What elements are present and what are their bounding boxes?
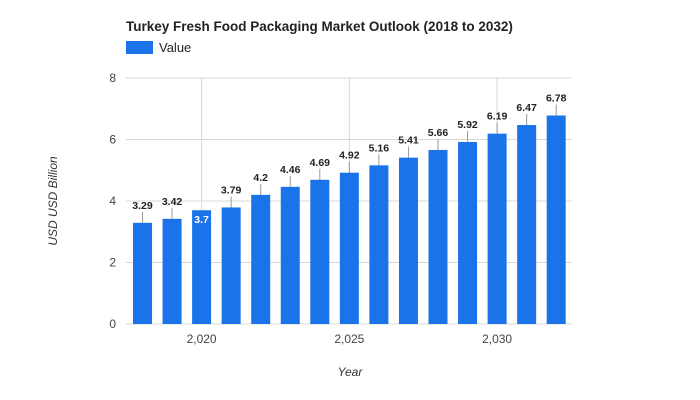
data-label: 6.47: [516, 102, 537, 114]
y-tick-label: 2: [109, 256, 116, 270]
legend-swatch: [126, 41, 153, 54]
bar: [398, 157, 418, 324]
data-label: 5.66: [428, 127, 449, 139]
data-label: 4.2: [253, 172, 268, 184]
data-label: 6.19: [487, 111, 508, 123]
data-label: 4.92: [339, 150, 360, 162]
y-tick-label: 4: [109, 194, 116, 208]
data-labels: 3.29 3.42 3.7 3.79 4.2 4.46 4.69 4.92 5.16 5.41 5.…: [132, 93, 566, 227]
x-axis-ticks: 2,020 2,025 2,030: [187, 332, 513, 346]
y-tick-label: 8: [109, 71, 116, 85]
bar: [546, 115, 566, 324]
bar: [251, 194, 271, 324]
x-tick-label: 2,025: [334, 332, 364, 346]
bar: [280, 186, 300, 324]
y-axis-ticks: 0 2 4 6 8: [109, 71, 116, 331]
chart-title: Turkey Fresh Food Packaging Market Outlo…: [126, 19, 513, 34]
bars: [133, 115, 566, 324]
legend: Value: [126, 40, 191, 55]
bar: [192, 210, 212, 324]
bar: [428, 149, 448, 324]
data-label: 5.16: [369, 142, 390, 154]
data-label: 4.46: [280, 164, 301, 176]
x-tick-label: 2,030: [482, 332, 512, 346]
bar: [458, 141, 478, 324]
data-label: 5.92: [457, 119, 478, 131]
x-tick-label: 2,020: [187, 332, 217, 346]
bar: [221, 207, 241, 324]
bar: [162, 218, 182, 324]
data-label: 5.41: [398, 135, 419, 147]
y-tick-label: 0: [109, 317, 116, 331]
data-label: 6.78: [546, 93, 567, 105]
data-label: 4.69: [310, 157, 331, 169]
data-label: 3.42: [162, 196, 183, 208]
bar: [339, 172, 359, 324]
y-tick-label: 6: [109, 133, 116, 147]
data-label: 3.7: [194, 214, 209, 226]
bar: [310, 179, 330, 324]
bar: [517, 125, 537, 324]
legend-label: Value: [159, 40, 191, 55]
x-axis-label: Year: [338, 365, 364, 379]
y-axis-label: USD USD Billion: [46, 156, 60, 246]
data-label: 3.79: [221, 184, 242, 196]
data-label: 3.29: [132, 200, 153, 212]
bar: [487, 133, 507, 324]
bar: [369, 165, 389, 324]
bar: [133, 222, 152, 324]
